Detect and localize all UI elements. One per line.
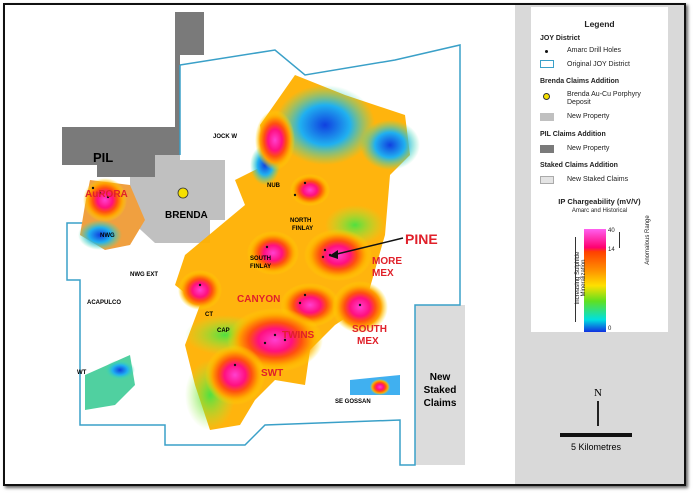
legend-drill-holes: Amarc Drill Holes [567,47,622,54]
label-pil: PIL [93,150,113,165]
ip-anomaly-layer [78,75,420,430]
label-cap: CAP [217,328,230,334]
drill-holes [91,181,362,367]
ip-min: 0 [608,326,612,332]
ip-color-ramp [584,229,606,332]
ip-subtitle: Amarc and Historical [571,208,628,214]
label-se-gossan: SE GOSSAN [335,399,371,405]
label-nwg-ext: NWG EXT [130,272,158,278]
ip-title: IP Chargeability (mV/V) [558,197,641,206]
legend-original-joy: Original JOY District [567,61,630,68]
anomalous-range-bracket [619,232,620,248]
legend-panel: Legend JOY District Amarc Drill Holes Or… [515,5,684,484]
ip-chargeability-map: PIL BRENDA AuRORA NWG JOCK W NUB NORTH F… [62,12,465,466]
label-twins: TWINS [282,330,315,341]
north-arrow-shaft [597,401,599,426]
label-nwg: NWG [100,233,115,239]
ip-side-label: Increasing Sulphide Mineralization [575,251,587,305]
joy-outline-swatch [540,60,554,68]
svg-text:Claims: Claims [424,398,457,409]
brenda-swatch [540,113,554,121]
increasing-arrow-icon [575,237,576,322]
pil-swatch [540,145,554,153]
label-nub: NUB [267,183,281,189]
drill-hole-icon [545,50,548,53]
label-brenda: BRENDA [165,210,208,221]
legend-staked-heading: Staked Claims Addition [540,162,618,169]
legend-new-staked: New Staked Claims [567,176,629,183]
label-pine: PINE [405,231,438,247]
label-more-mex: MORE [372,256,402,267]
ip-range-label: Anomalous Range [645,215,651,265]
scale-bar [560,433,632,437]
staked-swatch [540,176,554,184]
svg-text:Staked: Staked [424,385,457,396]
label-new-staked: New [430,372,451,383]
north-arrow-icon: N [594,387,602,399]
label-wt: WT [77,370,87,376]
svg-text:FINLAY: FINLAY [250,264,271,270]
scale-label: 5 Kilometres [570,442,622,452]
legend-pil-new-property: New Property [567,145,610,152]
label-north-finlay: NORTH [290,218,311,224]
brenda-deposit-marker [177,187,189,199]
ip-max: 40 [608,228,615,234]
brenda-property [130,155,225,243]
legend-title: Legend [584,19,615,29]
staked-claims [415,305,465,465]
ip-threshold: 14 [608,247,615,253]
label-south-mex: SOUTH [352,324,387,335]
label-aurora: AuRORA [85,189,128,200]
legend-pil-heading: PIL Claims Addition [540,131,606,138]
legend-brenda-deposit: Brenda Au-Cu Porphyry Deposit [567,91,641,106]
label-south-finlay: SOUTH [250,256,271,262]
svg-text:MEX: MEX [372,268,394,279]
legend-joy-heading: JOY District [540,35,580,42]
label-canyon: CANYON [237,294,280,305]
label-jock-w: JOCK W [213,134,237,140]
legend-brenda-new-property: New Property [567,113,610,120]
svg-text:FINLAY: FINLAY [292,226,313,232]
svg-text:MEX: MEX [357,336,379,347]
pine-arrow [332,237,404,256]
legend-brenda-heading: Brenda Claims Addition [540,78,620,85]
pil-property [62,12,204,177]
map-frame [3,3,686,486]
joy-district-outline [66,44,461,466]
label-ct: CT [205,312,213,318]
map-labels: PIL BRENDA AuRORA NWG JOCK W NUB NORTH F… [77,134,457,409]
label-acapulco: ACAPULCO [87,300,121,306]
legend: Legend JOY District Amarc Drill Holes Or… [531,7,668,332]
deposit-icon [543,93,550,100]
label-swt: SWT [261,368,283,379]
